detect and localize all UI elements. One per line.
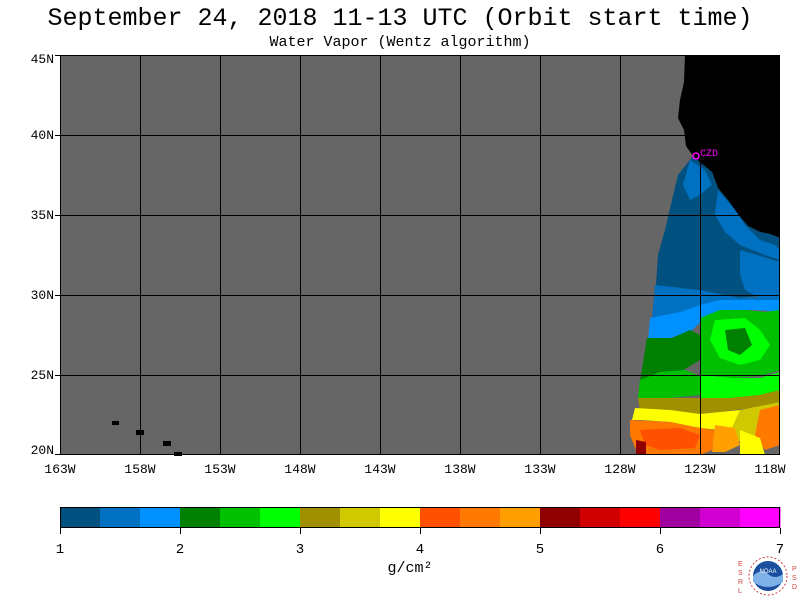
map-grid [60,55,780,455]
colorbar-tick-label: 2 [175,542,185,558]
colorbar-cell [620,507,661,528]
lon-label: 148W [284,462,316,477]
colorbar-cell [700,507,741,528]
lon-label: 133W [524,462,556,477]
colorbar-cell [60,507,101,528]
colorbar-tick-label: 4 [415,542,425,558]
colorbar-tick-label: 5 [535,542,545,558]
colorbar-tick-label: 1 [55,542,65,558]
colorbar-cell [300,507,341,528]
axis-ticks [55,55,60,455]
colorbar-tick-label: 6 [655,542,665,558]
lat-label: 20N [30,443,54,458]
colorbar-cell [260,507,301,528]
lon-label: 153W [204,462,236,477]
map-title: September 24, 2018 11-13 UTC (Orbit star… [47,4,753,33]
colorbar-cell [380,507,421,528]
land-mass [678,55,780,238]
lat-label: 45N [30,52,54,67]
colorbar-cell [740,507,781,528]
lat-label: 35N [30,208,54,223]
lon-label: 123W [684,462,716,477]
colorbar-cell [500,507,541,528]
colorbar-cell [540,507,581,528]
noaa-logo-text: NOAA [759,569,776,575]
colorbar-cell [100,507,141,528]
colorbar-cell [340,507,381,528]
colorbar-tick-label: 3 [295,542,305,558]
station-label-czd: CZD [700,149,718,160]
lat-label: 25N [30,368,54,383]
colorbar [60,507,781,534]
lat-label: 40N [30,128,54,143]
colorbar-cell [460,507,501,528]
lat-label: 30N [30,288,54,303]
colorbar-cell [420,507,461,528]
psd-label: PSD [792,566,798,591]
lon-label: 163W [44,462,76,477]
map-frame [60,55,780,455]
map-subtitle: Water Vapor (Wentz algorithm) [269,34,531,51]
colorbar-units: g/cm² [387,560,433,577]
esrl-label: ESRL [738,561,744,595]
colorbar-cell [220,507,261,528]
lon-label: 118W [754,462,786,477]
colorbar-cell [580,507,621,528]
colorbar-tick-label: 7 [775,542,785,558]
colorbar-cell [180,507,221,528]
station-marker-czd [692,152,700,160]
colorbar-cell [660,507,701,528]
lon-label: 143W [364,462,396,477]
lon-label: 158W [124,462,156,477]
colorbar-cell [140,507,181,528]
lon-label: 138W [444,462,476,477]
water-vapor-field [630,156,780,455]
lon-label: 128W [604,462,636,477]
noaa-logo: NOAA [748,556,788,596]
